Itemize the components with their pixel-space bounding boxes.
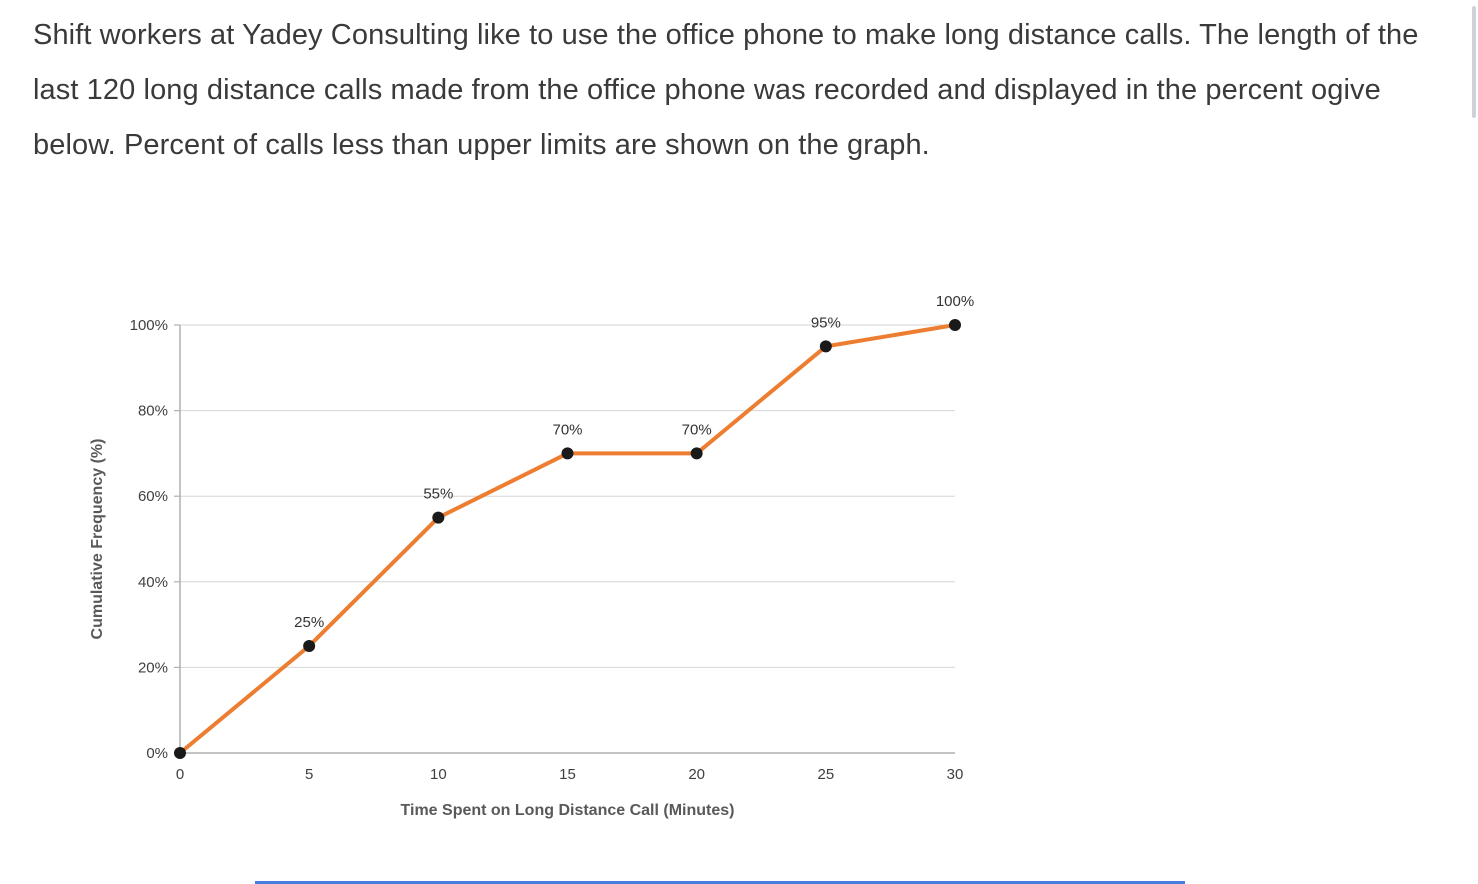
scrollbar-thumb[interactable] [1472, 6, 1476, 118]
svg-text:Cumulative Frequency (%): Cumulative Frequency (%) [89, 439, 106, 640]
bottom-divider [255, 881, 1185, 884]
svg-text:60%: 60% [138, 488, 168, 505]
svg-text:55%: 55% [423, 486, 453, 503]
question-text: Shift workers at Yadey Consulting like t… [33, 19, 1419, 161]
svg-text:100%: 100% [130, 317, 168, 334]
svg-text:5: 5 [305, 766, 313, 783]
ogive-chart: 0% 20% 40% 60% 80% 100% 0 5 10 15 20 25 30 25% 55% 70% 7… [80, 268, 980, 843]
ogive-plot: 0% 20% 40% 60% 80% 100% 0 5 10 15 20 25 30 25% 55% 70% 7… [89, 293, 974, 819]
svg-text:40%: 40% [138, 574, 168, 591]
svg-text:100%: 100% [936, 293, 974, 310]
svg-text:10: 10 [430, 766, 447, 783]
svg-text:25%: 25% [294, 614, 324, 631]
svg-text:70%: 70% [552, 421, 582, 438]
svg-text:Time Spent on Long Distance Ca: Time Spent on Long Distance Call (Minute… [401, 802, 735, 819]
svg-text:0%: 0% [146, 745, 168, 762]
svg-text:30: 30 [947, 766, 964, 783]
svg-text:0: 0 [176, 766, 184, 783]
svg-text:80%: 80% [138, 403, 168, 420]
svg-text:25: 25 [817, 766, 834, 783]
svg-text:15: 15 [559, 766, 576, 783]
svg-text:20%: 20% [138, 659, 168, 676]
svg-text:70%: 70% [682, 421, 712, 438]
svg-text:95%: 95% [811, 314, 841, 331]
svg-text:20: 20 [688, 766, 705, 783]
